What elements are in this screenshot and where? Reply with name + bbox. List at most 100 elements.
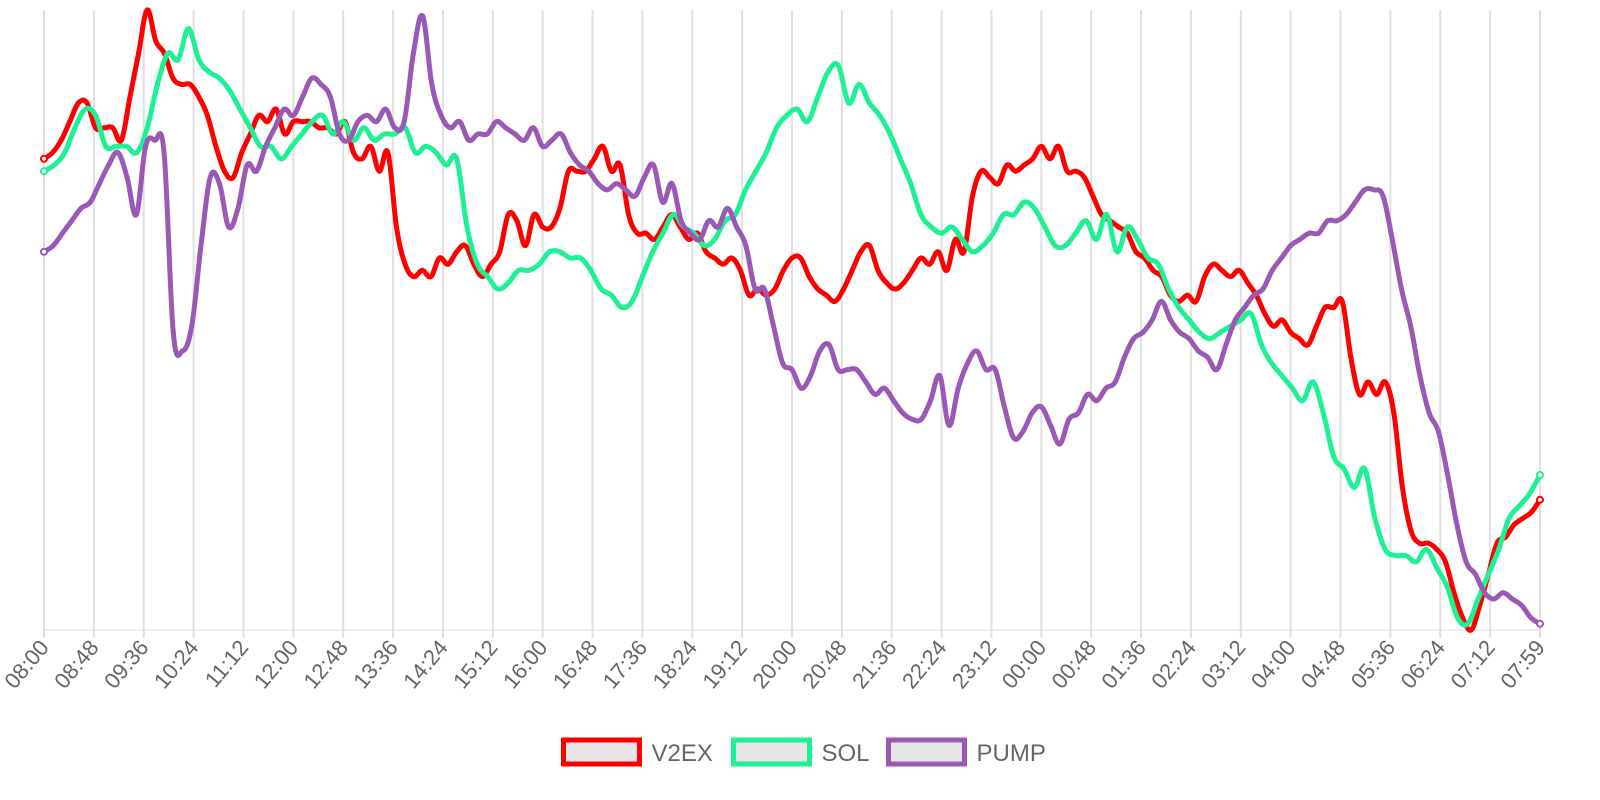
data-point[interactable] (844, 367, 850, 373)
data-point[interactable] (154, 81, 160, 87)
data-point[interactable] (93, 112, 99, 118)
data-point[interactable] (1399, 484, 1405, 490)
data-point[interactable] (846, 100, 852, 106)
data-point[interactable] (401, 119, 407, 125)
data-point[interactable] (1434, 565, 1440, 571)
data-point[interactable] (558, 131, 564, 137)
data-point[interactable] (1511, 522, 1517, 528)
data-point[interactable] (531, 212, 537, 218)
data-point[interactable] (1372, 515, 1378, 521)
data-point[interactable] (574, 168, 580, 174)
data-point[interactable] (143, 143, 149, 149)
data-point[interactable] (1241, 305, 1247, 311)
data-point[interactable] (1520, 515, 1526, 521)
data-point[interactable] (617, 162, 623, 168)
data-point[interactable] (990, 230, 996, 236)
data-point[interactable] (1145, 255, 1151, 261)
data-point[interactable] (385, 150, 391, 156)
data-point[interactable] (351, 150, 357, 156)
data-point[interactable] (1398, 286, 1404, 292)
data-point[interactable] (1103, 385, 1109, 391)
data-point[interactable] (244, 162, 250, 168)
data-point[interactable] (1403, 553, 1409, 559)
data-point[interactable] (282, 131, 288, 137)
data-point[interactable] (1217, 329, 1223, 335)
data-point[interactable] (1341, 466, 1347, 472)
data-point[interactable] (804, 119, 810, 125)
data-point[interactable] (1176, 305, 1182, 311)
data-point[interactable] (1356, 391, 1362, 397)
data-point[interactable] (1451, 590, 1457, 596)
data-point[interactable] (493, 119, 499, 125)
data-point[interactable] (40, 154, 48, 163)
data-point[interactable] (746, 292, 752, 298)
data-point[interactable] (955, 385, 961, 391)
data-point[interactable] (887, 131, 893, 137)
data-point[interactable] (849, 267, 855, 273)
data-point[interactable] (939, 230, 945, 236)
data-point[interactable] (485, 274, 491, 280)
data-point[interactable] (429, 81, 435, 87)
data-point[interactable] (753, 168, 759, 174)
data-point[interactable] (1288, 329, 1294, 335)
data-point[interactable] (918, 212, 924, 218)
data-point[interactable] (78, 205, 84, 211)
data-point[interactable] (841, 286, 847, 292)
data-point[interactable] (1465, 621, 1471, 627)
data-point[interactable] (235, 205, 241, 211)
data-point[interactable] (299, 131, 305, 137)
data-point[interactable] (40, 167, 48, 176)
data-point[interactable] (161, 150, 167, 156)
data-point[interactable] (881, 385, 887, 391)
data-point[interactable] (82, 106, 88, 112)
data-point[interactable] (1426, 410, 1432, 416)
data-point[interactable] (866, 243, 872, 249)
data-point[interactable] (547, 249, 553, 255)
data-point[interactable] (1083, 218, 1089, 224)
data-point[interactable] (1365, 379, 1371, 385)
data-point[interactable] (995, 181, 1001, 187)
data-point[interactable] (124, 174, 130, 180)
data-point[interactable] (678, 218, 684, 224)
data-point[interactable] (1417, 540, 1423, 546)
data-point[interactable] (423, 143, 429, 149)
data-point[interactable] (337, 131, 343, 137)
data-point[interactable] (715, 224, 721, 230)
data-point[interactable] (604, 187, 610, 193)
data-point[interactable] (103, 143, 109, 149)
data-point[interactable] (136, 50, 142, 56)
data-point[interactable] (891, 398, 897, 404)
data-point[interactable] (1491, 596, 1497, 602)
data-point[interactable] (454, 249, 460, 255)
data-point[interactable] (1362, 466, 1368, 472)
data-point[interactable] (1374, 391, 1380, 397)
data-point[interactable] (835, 367, 841, 373)
data-point[interactable] (1124, 224, 1130, 230)
data-point[interactable] (1207, 336, 1213, 342)
data-point[interactable] (1073, 168, 1079, 174)
data-point[interactable] (1236, 267, 1242, 273)
data-point[interactable] (170, 329, 176, 335)
data-point[interactable] (806, 274, 812, 280)
data-point[interactable] (817, 348, 823, 354)
data-point[interactable] (530, 125, 536, 131)
data-point[interactable] (392, 125, 398, 131)
data-point[interactable] (495, 286, 501, 292)
data-point[interactable] (798, 255, 804, 261)
data-point[interactable] (1475, 596, 1481, 602)
data-point[interactable] (1177, 329, 1183, 335)
data-point[interactable] (1114, 249, 1120, 255)
data-point[interactable] (1057, 441, 1063, 447)
data-point[interactable] (639, 274, 645, 280)
data-point[interactable] (411, 274, 417, 280)
data-point[interactable] (84, 100, 90, 106)
data-point[interactable] (113, 143, 119, 149)
data-point[interactable] (278, 156, 284, 162)
data-point[interactable] (144, 7, 150, 13)
data-point[interactable] (1011, 212, 1017, 218)
data-point[interactable] (826, 342, 832, 348)
data-point[interactable] (419, 267, 425, 273)
data-point[interactable] (970, 193, 976, 199)
data-point[interactable] (69, 218, 75, 224)
data-point[interactable] (927, 261, 933, 267)
